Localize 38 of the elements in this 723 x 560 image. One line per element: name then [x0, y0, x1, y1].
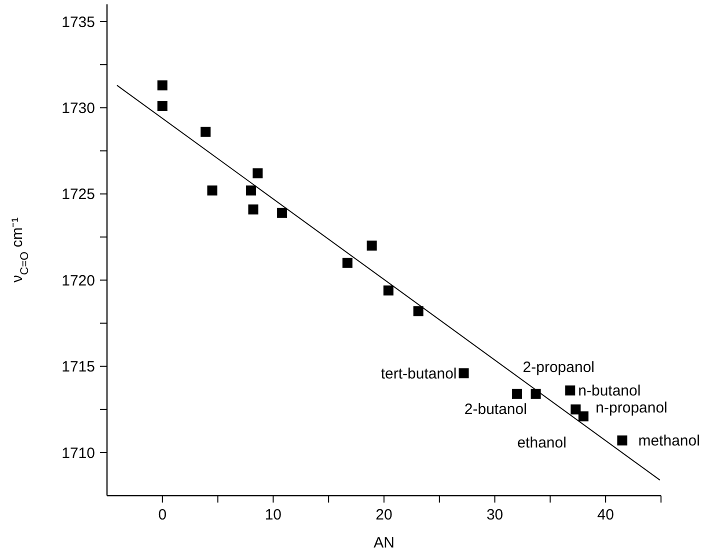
annotation: ethanol	[517, 434, 566, 452]
y-tick-label: 1735	[62, 14, 95, 31]
point	[248, 204, 258, 214]
point	[277, 208, 288, 218]
point	[458, 368, 469, 378]
x-axis-title: AN	[374, 534, 394, 552]
point	[565, 385, 576, 396]
x-tick-label: 0	[158, 506, 167, 524]
point	[246, 185, 256, 196]
y-tick-label: 1715	[62, 358, 95, 376]
y-tick-label: 1710	[62, 444, 95, 462]
point	[413, 306, 424, 316]
point	[530, 388, 541, 399]
point	[578, 411, 588, 422]
y-tick-label: 1720	[62, 272, 95, 290]
annotation: tert-butanol	[380, 365, 457, 382]
point	[200, 126, 211, 137]
point	[617, 435, 628, 446]
point	[366, 240, 377, 251]
x-tick-label: 10	[264, 506, 282, 524]
x-tick-label: 40	[597, 506, 614, 524]
x-tick-label: 20	[376, 506, 392, 524]
annotation: 2-propanol	[522, 359, 595, 376]
x-tick-label: 30	[486, 506, 504, 524]
point	[157, 101, 168, 112]
annotation: methanol	[638, 432, 700, 450]
point	[207, 185, 218, 196]
y-tick-label: 1725	[62, 186, 95, 204]
point	[342, 258, 352, 268]
point	[252, 168, 263, 178]
annotation: n-propanol	[596, 400, 668, 417]
point	[570, 404, 581, 414]
annotation: n-butanol	[578, 382, 641, 400]
point	[383, 285, 394, 296]
point	[512, 388, 522, 399]
y-tick-label: 1730	[62, 100, 95, 117]
annotation: 2-butanol	[464, 401, 527, 418]
point	[157, 80, 168, 90]
